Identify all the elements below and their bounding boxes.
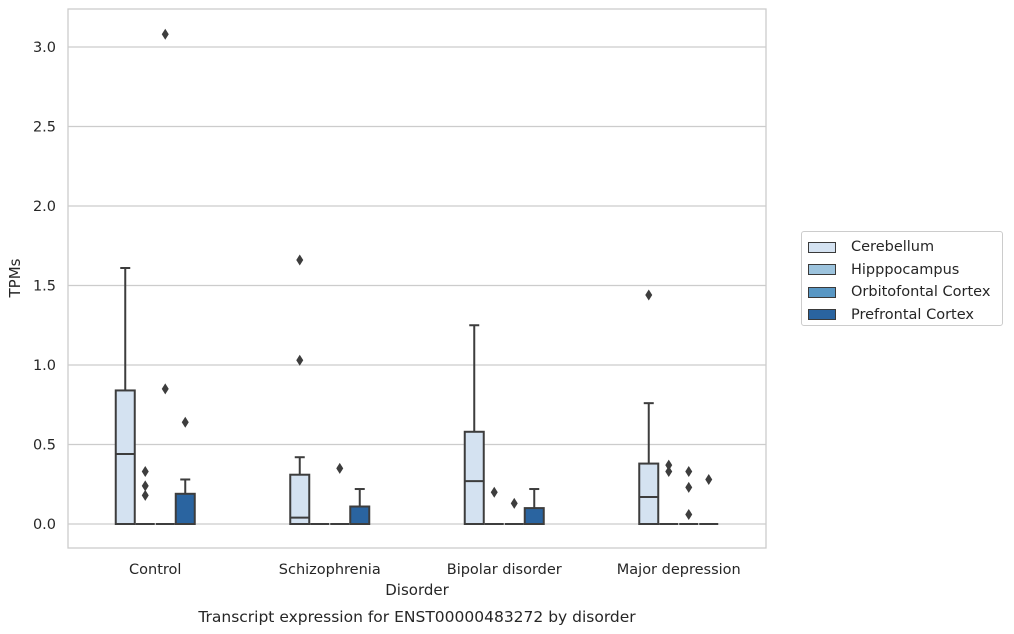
- legend-label: Prefrontal Cortex: [851, 306, 974, 323]
- box-rect: [349, 505, 371, 526]
- outlier-point: [645, 289, 653, 301]
- box-prefrontal-cortex-3: [699, 473, 719, 525]
- plot-frame: [67, 8, 767, 549]
- legend-item: Prefrontal Cortex: [808, 304, 1002, 327]
- y-axis-label: TPMs: [6, 258, 24, 298]
- legend: Cerebellum Hipppocampus Orbitofontal Corte…: [801, 231, 1003, 326]
- box-cerebellum-1: [289, 254, 311, 525]
- outlier-point: [141, 466, 149, 478]
- box-rect: [638, 462, 660, 525]
- box-cerebellum-2: [463, 324, 485, 525]
- outlier-point: [161, 28, 169, 40]
- legend-label: Orbitofontal Cortex: [851, 284, 991, 301]
- box-prefrontal-cortex-1: [349, 488, 371, 526]
- legend-item: Orbitofontal Cortex: [808, 281, 1002, 304]
- box-hipppocampus-3: [659, 459, 679, 525]
- y-tick-label: 2.0: [33, 199, 56, 215]
- y-tick-label: 1.5: [33, 279, 56, 295]
- y-tick-label: 2.5: [33, 120, 56, 136]
- box-orbitofontal-cortex-3: [679, 466, 699, 525]
- box-hipppocampus-2: [484, 486, 504, 525]
- legend-swatch: [808, 286, 836, 298]
- outlier-point: [296, 354, 304, 366]
- box-rect: [289, 473, 311, 525]
- y-tick-label: 3.0: [33, 40, 56, 56]
- x-axis-label: Disorder: [385, 581, 449, 599]
- box-orbitofontal-cortex-1: [330, 462, 350, 525]
- box-series-layer: [114, 28, 719, 526]
- outlier-point: [705, 473, 713, 485]
- legend-label: Cerebellum: [851, 239, 935, 256]
- legend-label: Hipppocampus: [851, 261, 960, 278]
- legend-swatch: [808, 264, 836, 276]
- outlier-point: [510, 497, 518, 509]
- box-hipppocampus-0: [135, 466, 155, 525]
- outlier-point: [141, 480, 149, 492]
- x-tick-labels: Control Schizophrenia Bipolar disorder Majo…: [129, 562, 741, 578]
- y-tick-label: 0.5: [33, 438, 56, 454]
- outlier-point: [685, 481, 693, 493]
- outlier-point: [490, 486, 498, 498]
- series-cerebellum: [114, 254, 660, 525]
- series-prefrontal-cortex: [174, 416, 719, 526]
- x-tick-label: Schizophrenia: [279, 562, 381, 578]
- box-cerebellum-0: [114, 267, 136, 525]
- box-prefrontal-cortex-2: [523, 488, 545, 526]
- outlier-point: [181, 416, 189, 428]
- box-rect: [174, 492, 196, 526]
- y-tick-label: 1.0: [33, 358, 56, 374]
- x-tick-label: Major depression: [617, 562, 741, 578]
- grid-lines: [68, 46, 766, 525]
- box-cerebellum-3: [638, 289, 660, 525]
- outlier-point: [665, 466, 673, 478]
- outlier-point: [685, 508, 693, 520]
- outlier-point: [296, 254, 304, 266]
- outlier-point: [665, 459, 673, 471]
- outlier-point: [685, 466, 693, 478]
- x-tick-label: Control: [129, 562, 181, 578]
- legend-item: Cerebellum: [808, 236, 1002, 259]
- box-rect: [523, 507, 545, 526]
- y-tick-labels: 0.0 0.5 1.0 1.5 2.0 2.5 3.0: [33, 40, 56, 533]
- y-tick-label: 0.0: [33, 517, 56, 533]
- box-rect: [463, 430, 485, 525]
- outlier-point: [161, 383, 169, 395]
- legend-item: Hipppocampus: [808, 259, 1002, 282]
- x-tick-label: Bipolar disorder: [447, 562, 562, 578]
- chart-caption: Transcript expression for ENST0000048327…: [197, 608, 636, 626]
- box-orbitofontal-cortex-0: [155, 28, 175, 525]
- legend-swatch: [808, 241, 836, 253]
- series-hipppocampus: [135, 459, 679, 525]
- box-rect: [114, 389, 136, 525]
- legend-swatch: [808, 309, 836, 321]
- outlier-point: [336, 462, 344, 474]
- series-orbitofontal-cortex: [155, 28, 699, 525]
- box-orbitofontal-cortex-2: [504, 497, 524, 525]
- box-prefrontal-cortex-0: [174, 416, 196, 526]
- outlier-point: [141, 489, 149, 501]
